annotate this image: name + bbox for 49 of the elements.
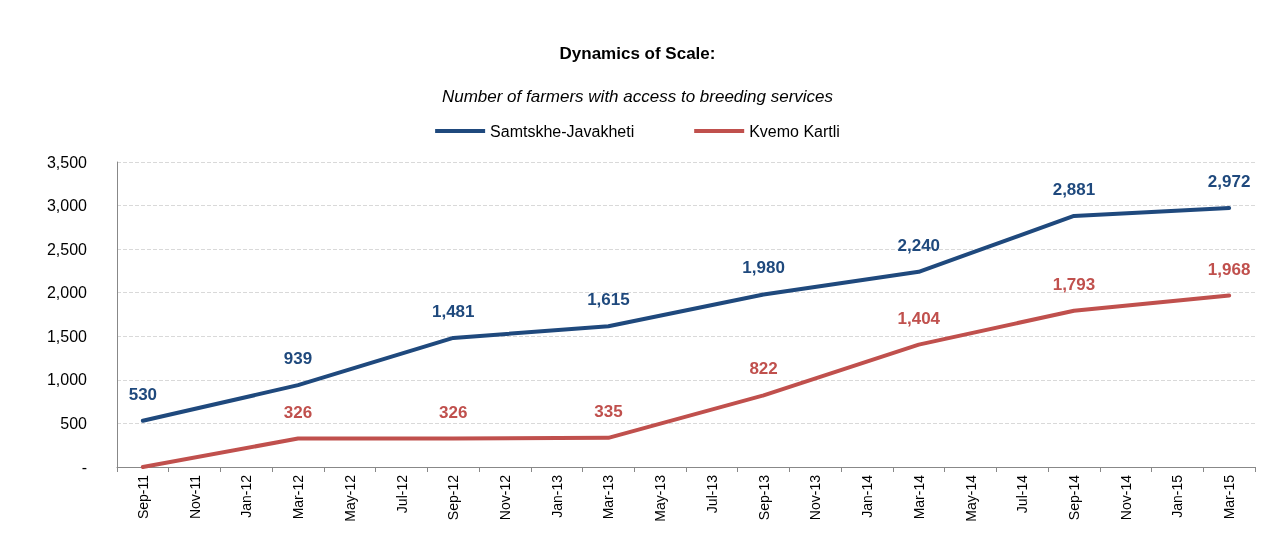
chart-subtitle: Number of farmers with access to breeding services xyxy=(441,87,834,106)
legend-label: Samtskhe-Javakheti xyxy=(490,122,635,140)
data-label: 2,240 xyxy=(897,235,941,255)
x-tick-label: Sep-11 xyxy=(134,474,151,520)
x-tick-label: Sep-12 xyxy=(445,474,462,521)
y-tick-label: 1,500 xyxy=(46,327,88,345)
x-tick-label: Mar-15 xyxy=(1221,474,1238,520)
x-tick-label: May-14 xyxy=(962,474,979,522)
y-tick-label: 3,500 xyxy=(46,153,88,171)
data-label: 1,615 xyxy=(587,290,630,310)
data-label: 2,972 xyxy=(1207,172,1251,192)
x-tick-label: Mar-13 xyxy=(600,474,617,520)
x-tick-label: Jan-15 xyxy=(1169,474,1186,518)
x-tick-label: Mar-14 xyxy=(910,474,927,520)
x-tick-label: Nov-12 xyxy=(496,474,513,521)
data-label: 2,881 xyxy=(1052,179,1096,199)
legend-label: Kvemo Kartli xyxy=(749,122,840,140)
data-label: 939 xyxy=(283,349,313,369)
x-tick-label: Jan-12 xyxy=(238,474,255,518)
x-tick-label: Mar-12 xyxy=(290,474,307,520)
x-tick-label: Nov-11 xyxy=(186,474,203,520)
data-label: 1,980 xyxy=(742,258,785,278)
chart-title: Dynamics of Scale: xyxy=(559,44,716,63)
data-label: 1,793 xyxy=(1052,274,1096,294)
data-label: 326 xyxy=(439,402,468,422)
x-tick-label: Jul-13 xyxy=(703,474,720,514)
data-label: 326 xyxy=(283,402,313,422)
data-label: 1,481 xyxy=(431,301,475,321)
x-tick-label: May-12 xyxy=(341,474,358,522)
data-label: 335 xyxy=(594,401,623,421)
y-tick-label: 500 xyxy=(60,414,88,432)
data-label: 1,404 xyxy=(897,308,941,328)
y-tick-label: - xyxy=(81,458,87,476)
x-tick-label: Jan-14 xyxy=(859,474,876,518)
x-tick-label: Jan-13 xyxy=(548,474,565,518)
x-tick-label: Jul-12 xyxy=(393,474,410,514)
data-label: 530 xyxy=(128,384,158,404)
x-tick-label: Nov-13 xyxy=(807,474,824,521)
x-tick-label: Sep-14 xyxy=(1065,474,1082,521)
y-tick-label: 2,000 xyxy=(46,284,88,302)
x-tick-label: Jul-14 xyxy=(1014,474,1031,514)
data-label: 1,968 xyxy=(1207,259,1251,279)
y-tick-label: 2,500 xyxy=(46,240,88,258)
x-tick-label: May-13 xyxy=(652,474,669,522)
y-tick-label: 3,000 xyxy=(46,197,88,215)
x-tick-label: Nov-14 xyxy=(1117,474,1134,521)
y-tick-label: 1,000 xyxy=(46,371,88,389)
x-tick-label: Sep-13 xyxy=(755,474,772,521)
data-label: 822 xyxy=(749,359,778,379)
